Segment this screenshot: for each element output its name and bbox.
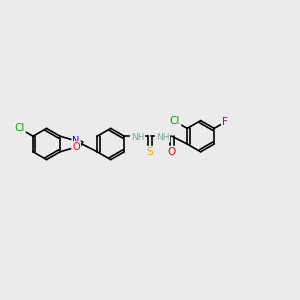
Text: Cl: Cl	[170, 116, 180, 126]
Text: NH: NH	[131, 133, 144, 142]
Text: S: S	[147, 147, 153, 157]
Text: Cl: Cl	[14, 123, 25, 134]
Text: F: F	[222, 117, 228, 127]
Text: O: O	[168, 147, 176, 157]
Text: O: O	[72, 142, 80, 152]
Text: N: N	[72, 136, 80, 146]
Text: NH: NH	[156, 133, 169, 142]
